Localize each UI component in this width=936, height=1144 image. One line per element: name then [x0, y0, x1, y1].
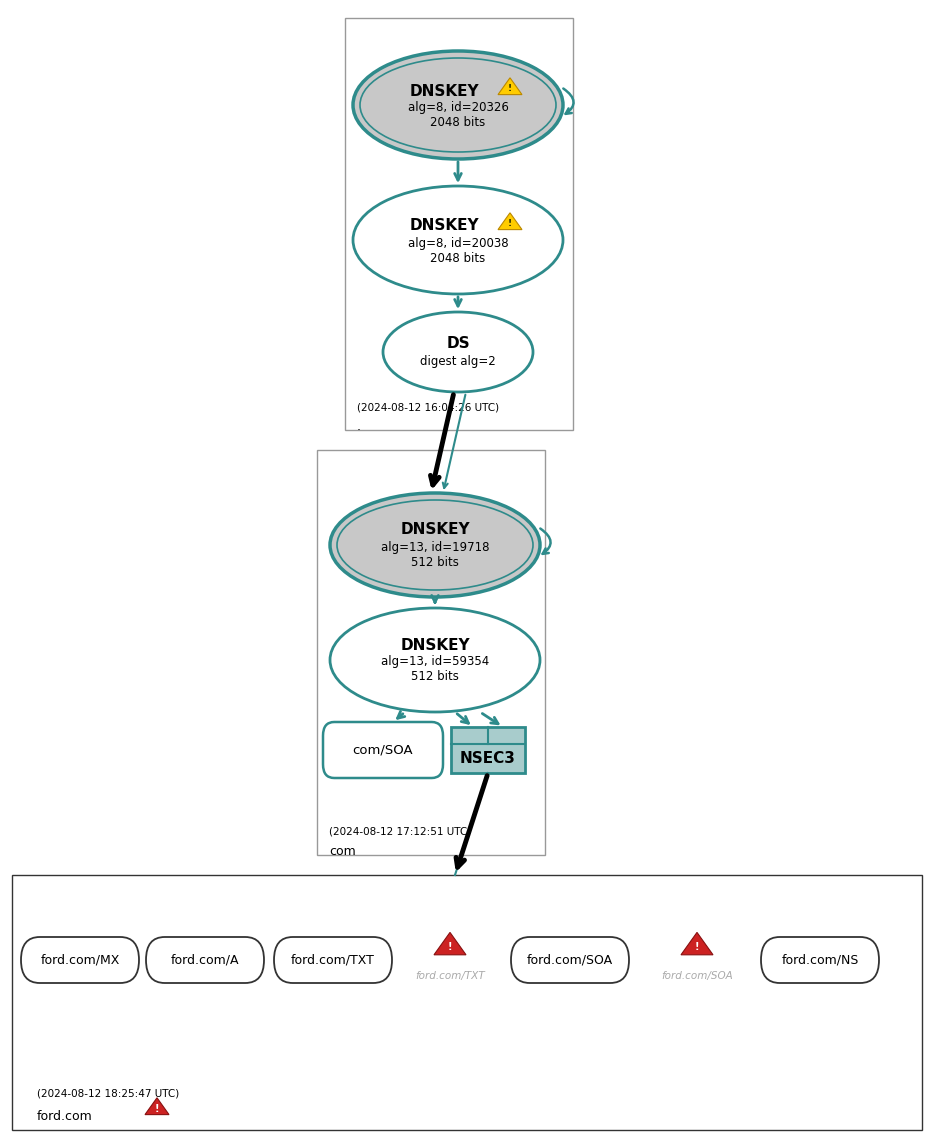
FancyBboxPatch shape — [761, 937, 879, 983]
Text: 2048 bits: 2048 bits — [431, 252, 486, 264]
Text: !: ! — [508, 220, 512, 228]
FancyBboxPatch shape — [511, 937, 629, 983]
Text: com/SOA: com/SOA — [353, 744, 414, 756]
Text: DS: DS — [446, 336, 470, 351]
Text: 512 bits: 512 bits — [411, 556, 459, 569]
Text: com: com — [329, 845, 356, 858]
Text: ford.com/TXT: ford.com/TXT — [416, 971, 485, 982]
Text: 2048 bits: 2048 bits — [431, 117, 486, 129]
Text: DNSKEY: DNSKEY — [409, 219, 479, 233]
Text: ford.com/NS: ford.com/NS — [782, 953, 858, 967]
Polygon shape — [681, 932, 713, 955]
Text: alg=8, id=20326: alg=8, id=20326 — [407, 102, 508, 114]
Text: !: ! — [695, 942, 699, 952]
FancyBboxPatch shape — [317, 450, 545, 855]
Text: ford.com/A: ford.com/A — [170, 953, 240, 967]
Text: ford.com/MX: ford.com/MX — [40, 953, 120, 967]
Ellipse shape — [330, 493, 540, 597]
FancyBboxPatch shape — [274, 937, 392, 983]
Text: !: ! — [154, 1104, 159, 1113]
Text: !: ! — [508, 85, 512, 93]
Ellipse shape — [383, 312, 533, 392]
Polygon shape — [498, 213, 522, 230]
Text: .: . — [357, 420, 361, 432]
Text: ford.com/TXT: ford.com/TXT — [291, 953, 375, 967]
Text: DNSKEY: DNSKEY — [401, 523, 470, 538]
Text: NSEC3: NSEC3 — [461, 752, 516, 766]
Text: DNSKEY: DNSKEY — [409, 84, 479, 98]
Text: alg=8, id=20038: alg=8, id=20038 — [408, 237, 508, 249]
Text: ford.com/SOA: ford.com/SOA — [661, 971, 733, 982]
Text: (2024-08-12 17:12:51 UTC): (2024-08-12 17:12:51 UTC) — [329, 827, 471, 837]
FancyBboxPatch shape — [451, 726, 525, 773]
FancyBboxPatch shape — [323, 722, 443, 778]
Ellipse shape — [330, 607, 540, 712]
Text: 512 bits: 512 bits — [411, 670, 459, 683]
FancyBboxPatch shape — [21, 937, 139, 983]
Ellipse shape — [353, 186, 563, 294]
Text: digest alg=2: digest alg=2 — [420, 355, 496, 367]
Polygon shape — [145, 1098, 169, 1114]
Text: DNSKEY: DNSKEY — [401, 637, 470, 652]
Polygon shape — [434, 932, 466, 955]
FancyBboxPatch shape — [345, 18, 573, 430]
Text: alg=13, id=59354: alg=13, id=59354 — [381, 656, 490, 668]
Text: alg=13, id=19718: alg=13, id=19718 — [381, 540, 490, 554]
Text: (2024-08-12 16:04:26 UTC): (2024-08-12 16:04:26 UTC) — [357, 402, 499, 412]
FancyBboxPatch shape — [12, 875, 922, 1130]
Ellipse shape — [353, 51, 563, 159]
Text: !: ! — [447, 942, 452, 952]
Text: (2024-08-12 18:25:47 UTC): (2024-08-12 18:25:47 UTC) — [37, 1088, 180, 1098]
FancyBboxPatch shape — [146, 937, 264, 983]
Polygon shape — [498, 78, 522, 95]
Text: ford.com: ford.com — [37, 1110, 93, 1123]
Text: ford.com/SOA: ford.com/SOA — [527, 953, 613, 967]
